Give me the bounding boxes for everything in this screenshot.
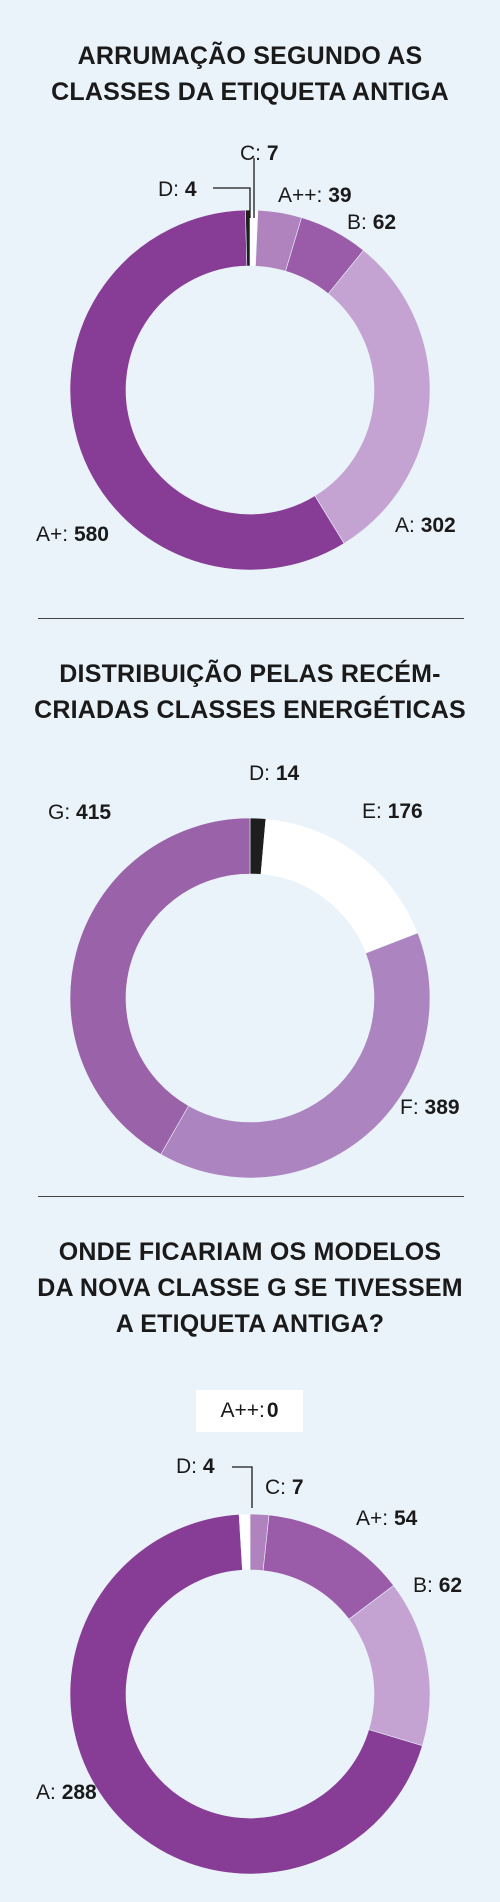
label-text: A+: [36,523,68,546]
label-text: C: [240,142,261,165]
slice-label-a-plus-plus: A++: 39 [278,184,352,207]
label-value: 415 [76,801,111,824]
donut-chart-new-classes: D: 14 E: 176 F: 389 G: 415 [48,762,460,1179]
slice-label-a: A: 288 [36,1781,97,1804]
leader-line-d [213,187,251,218]
label-value: 7 [292,1476,304,1499]
label-text: F: [400,1096,419,1119]
label-text: D: [176,1455,197,1478]
label-value: 39 [328,184,351,207]
label-text: B: [347,211,367,234]
label-text: E: [362,800,382,823]
section-divider [38,618,464,619]
slice-label-c: C: 7 [240,142,279,165]
section-divider [38,1196,464,1197]
title-line: CLASSES DA ETIQUETA ANTIGA [51,78,449,106]
label-value: 389 [425,1096,460,1119]
slice-label-a: A: 302 [395,514,456,537]
label-value: 54 [394,1507,418,1530]
title-line: A ETIQUETA ANTIGA? [115,1310,385,1338]
label-value: 302 [421,514,456,537]
slice-label-c: C: 7 [265,1476,304,1499]
label-text: A: [395,514,415,537]
title-line: DISTRIBUIÇÃO PELAS RECÉM- [59,660,441,688]
slice-a [69,1514,423,1875]
chart-section-class-g-old-label: ONDE FICARIAM OS MODELOS DA NOVA CLASSE … [0,1198,500,1902]
label-value: 62 [373,211,396,234]
donut-chart-old-label: C: 7 A++: 39 B: 62 A: 302 A+: 580 D: 4 [36,142,456,571]
slice-e [260,818,419,954]
chart-title-2: DISTRIBUIÇÃO PELAS RECÉM- CRIADAS CLASSE… [0,656,500,728]
slice-label-f: F: 389 [400,1096,460,1119]
leader-line-d [232,1466,253,1508]
label-text: A: [36,1781,56,1804]
label-text: D: [158,178,179,201]
slice-a [314,249,431,544]
label-text: A++: [278,184,322,207]
slice-d [245,209,251,267]
slice-label-b: B: 62 [347,211,396,234]
legend-note-a-plus-plus: A++: 0 [196,1390,303,1432]
title-line: ARRUMAÇÃO SEGUNDO AS [77,42,423,70]
chart-title-1: ARRUMAÇÃO SEGUNDO AS CLASSES DA ETIQUETA… [0,38,500,110]
slice-f [160,932,431,1179]
slice-d [238,1513,251,1571]
legend-note-label: A++: [220,1399,265,1422]
label-value: 176 [388,800,423,823]
label-value: 7 [267,142,279,165]
label-value: 4 [203,1455,215,1478]
legend-note-value: 0 [266,1399,279,1422]
slice-a-plus [69,209,345,571]
slice-g [69,817,251,1155]
label-text: G: [48,801,70,824]
chart-section-new-classes: DISTRIBUIÇÃO PELAS RECÉM- CRIADAS CLASSE… [0,620,500,1198]
title-line: ONDE FICARIAM OS MODELOS [58,1238,442,1266]
label-text: A+: [356,1507,388,1530]
label-value: 288 [62,1781,97,1804]
label-value: 62 [439,1574,462,1597]
label-value: 4 [185,178,197,201]
donut-chart-class-g-old-label: C: 7 A+: 54 B: 62 A: 288 D: 4 [36,1455,462,1875]
chart-title-3: ONDE FICARIAM OS MODELOS DA NOVA CLASSE … [0,1234,500,1342]
slice-label-d: D: 4 [158,178,197,201]
label-text: D: [249,762,270,785]
label-text: B: [413,1574,433,1597]
slice-label-g: G: 415 [48,801,111,824]
slice-label-e: E: 176 [362,800,423,823]
slice-label-d: D: 4 [176,1455,215,1478]
slice-label-b: B: 62 [413,1574,462,1597]
slice-label-a-plus: A+: 580 [36,523,109,546]
label-text: C: [265,1476,286,1499]
title-line: CRIADAS CLASSES ENERGÉTICAS [34,696,466,724]
title-line: DA NOVA CLASSE G SE TIVESSEM [37,1274,463,1302]
slice-label-a-plus: A+: 54 [356,1507,418,1530]
chart-section-old-label: ARRUMAÇÃO SEGUNDO AS CLASSES DA ETIQUETA… [0,0,500,620]
label-value: 580 [74,523,109,546]
slice-label-d: D: 14 [249,762,300,785]
label-value: 14 [276,762,300,785]
